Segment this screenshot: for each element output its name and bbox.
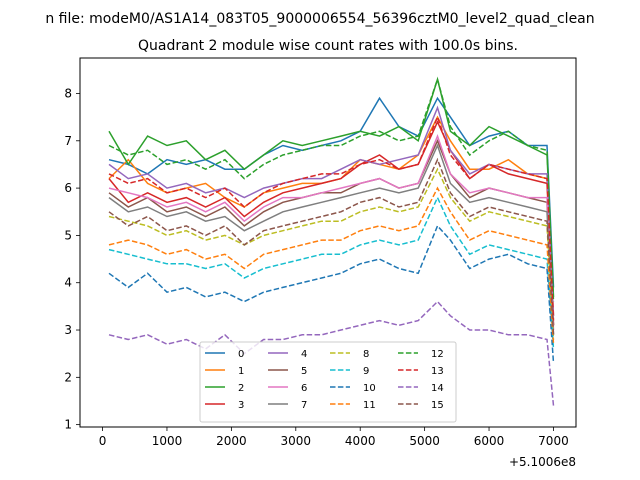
- series-line-2: [108, 76, 555, 297]
- legend-label-10: 10: [363, 383, 376, 394]
- legend-label-9: 9: [363, 366, 369, 377]
- series-line-12: [108, 76, 555, 302]
- y-tick-label: 7: [64, 134, 72, 148]
- legend-label-4: 4: [301, 349, 307, 360]
- series-line-9: [108, 195, 555, 349]
- plot-frame: [79, 57, 577, 428]
- y-tick-label: 5: [64, 228, 72, 242]
- legend-label-5: 5: [301, 366, 307, 377]
- legend-label-1: 1: [238, 366, 244, 377]
- x-tick-label: 0: [99, 434, 107, 448]
- legend-label-12: 12: [431, 349, 444, 360]
- legend-box: [199, 341, 457, 423]
- series-line-8: [108, 167, 555, 340]
- x-axis: 0 1000 2000 3000 4000 5000 6000 7000: [99, 427, 569, 448]
- plot-lines: [108, 76, 555, 406]
- suptitle: n file: modeM0/AS1A14_083T05_9000006554_…: [45, 11, 594, 27]
- series-line-11: [108, 186, 555, 345]
- x-tick-label: 3000: [281, 434, 312, 448]
- legend-label-6: 6: [301, 383, 307, 394]
- legend-label-8: 8: [363, 349, 369, 360]
- series-line-7: [108, 143, 555, 335]
- x-tick-label: 2000: [216, 434, 247, 448]
- series-line-0: [108, 96, 555, 288]
- y-tick-label: 2: [64, 370, 72, 384]
- chart-title: Quadrant 2 module wise count rates with …: [138, 38, 518, 54]
- legend-label-14: 14: [431, 383, 444, 394]
- series-line-14: [108, 300, 555, 406]
- y-tick-label: 1: [64, 418, 72, 432]
- legend-label-0: 0: [238, 349, 244, 360]
- legend-label-11: 11: [363, 400, 376, 411]
- y-tick-label: 8: [64, 86, 72, 100]
- series-line-10: [108, 224, 555, 364]
- x-tick-label: 4000: [345, 434, 376, 448]
- x-tick-label: 1000: [152, 434, 183, 448]
- legend-label-13: 13: [431, 366, 444, 377]
- x-tick-label: 5000: [409, 434, 440, 448]
- series-line-15: [108, 157, 555, 335]
- y-axis: 1 2 3 4 5 6 7 8: [64, 86, 80, 432]
- y-tick-label: 3: [64, 323, 72, 337]
- legend-label-7: 7: [301, 400, 307, 411]
- series-line-4: [108, 105, 555, 316]
- x-offset-label: +5.1006e8: [509, 455, 576, 469]
- series-line-6: [108, 133, 555, 331]
- legend-label-15: 15: [431, 400, 444, 411]
- x-tick-label: 7000: [538, 434, 569, 448]
- x-tick-label: 6000: [474, 434, 505, 448]
- legend-label-3: 3: [238, 400, 244, 411]
- legend-label-2: 2: [238, 383, 244, 394]
- y-tick-label: 6: [64, 181, 72, 195]
- y-tick-label: 4: [64, 276, 72, 290]
